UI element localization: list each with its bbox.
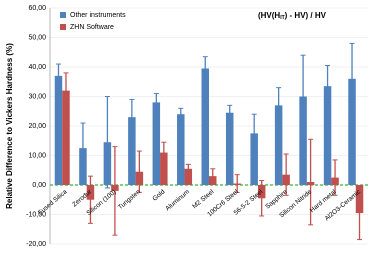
bar bbox=[225, 112, 234, 185]
bar bbox=[184, 168, 193, 185]
bar bbox=[201, 68, 209, 185]
x-tick-label: Aluminum bbox=[164, 188, 191, 212]
y-tick-label: 50,00 bbox=[28, 34, 46, 41]
y-tick-label: 60,00 bbox=[28, 5, 46, 12]
legend-swatch bbox=[60, 24, 66, 30]
bar bbox=[250, 133, 258, 185]
bar bbox=[299, 96, 307, 185]
annotation: (HV(HIT) - HV) / HV bbox=[258, 11, 327, 21]
y-axis-title: Relative Difference to Vickers Hardness … bbox=[5, 43, 14, 209]
annotation-part: (HV(H bbox=[258, 11, 280, 20]
bar bbox=[62, 90, 70, 185]
y-tick-label: 20,00 bbox=[28, 123, 46, 130]
y-tick-label: -20,00 bbox=[26, 241, 46, 248]
annotation-part: ) - HV) / HV bbox=[285, 11, 327, 20]
bar bbox=[274, 105, 283, 185]
y-tick-label: -10,00 bbox=[26, 211, 46, 218]
legend-swatch bbox=[60, 12, 66, 18]
legend-label: ZHN Software bbox=[70, 24, 114, 31]
x-tick-label: Tungsten bbox=[117, 188, 142, 211]
y-tick-label: 0,00 bbox=[32, 182, 46, 189]
bar bbox=[160, 152, 168, 185]
bar bbox=[348, 78, 356, 185]
bar bbox=[128, 117, 136, 185]
x-tick-label: Fused Silica bbox=[37, 188, 69, 216]
annotation-sub: IT bbox=[280, 15, 284, 21]
bar bbox=[323, 86, 332, 185]
y-tick-label: 40,00 bbox=[28, 64, 46, 71]
y-tick-label: 10,00 bbox=[28, 152, 46, 159]
x-tick-label: Gold bbox=[151, 188, 166, 202]
bar bbox=[152, 102, 161, 185]
y-tick-label: 30,00 bbox=[28, 93, 46, 100]
bar bbox=[177, 114, 185, 185]
bar bbox=[54, 75, 63, 185]
legend-label: Other instruments bbox=[70, 12, 126, 19]
